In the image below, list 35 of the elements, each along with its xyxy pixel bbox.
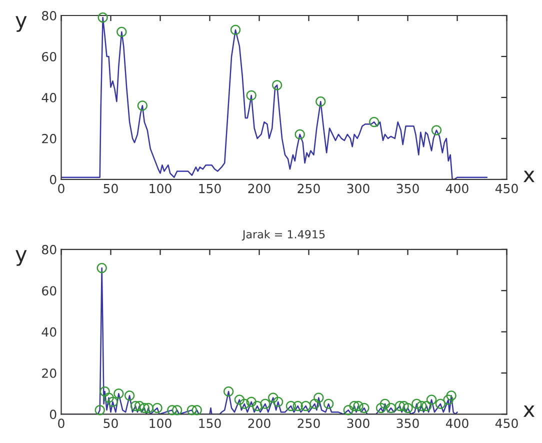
y-tick-label: 60: [42, 286, 56, 296]
x-tick-label: 200: [248, 418, 270, 428]
x-tick-label: 350: [396, 184, 419, 194]
x-tick-label: 100: [150, 418, 172, 428]
x-tick-label: 50: [104, 418, 118, 428]
y-tick-label: 0: [50, 174, 56, 184]
x-tick-label: 400: [446, 184, 468, 194]
chart-title: Jarak = 1.4915: [242, 230, 325, 241]
x-tick-label: 450: [495, 184, 518, 194]
x-tick-label: 200: [248, 184, 270, 194]
x-tick-label: 150: [199, 184, 221, 194]
x-tick-label: 50: [104, 184, 118, 194]
y-tick-label: 40: [42, 92, 56, 102]
y-tick-label: 0: [50, 410, 56, 420]
y-tick-label: 80: [42, 10, 56, 20]
x-tick-label: 250: [298, 418, 320, 428]
y-tick-label: 60: [42, 52, 56, 62]
x-tick-label: 0: [58, 418, 64, 428]
x-tick-label: 250: [298, 184, 320, 194]
x-tick-label: 100: [150, 184, 172, 194]
x-tick-label: 450: [495, 418, 518, 428]
x-tick-label: 0: [58, 184, 64, 194]
y-tick-label: 80: [42, 244, 56, 254]
x-axis-title: x: [523, 170, 535, 182]
y-tick-label: 40: [42, 327, 56, 337]
x-tick-label: 300: [347, 418, 370, 428]
x-tick-label: 400: [446, 418, 468, 428]
y-axis-title: y: [16, 16, 27, 32]
y-axis-title: y: [16, 250, 27, 266]
y-tick-label: 20: [42, 134, 56, 144]
x-tick-label: 300: [347, 184, 370, 194]
y-tick-label: 20: [42, 368, 56, 378]
x-axis-title: x: [523, 405, 535, 417]
x-tick-label: 150: [199, 418, 221, 428]
x-tick-label: 350: [396, 418, 419, 428]
